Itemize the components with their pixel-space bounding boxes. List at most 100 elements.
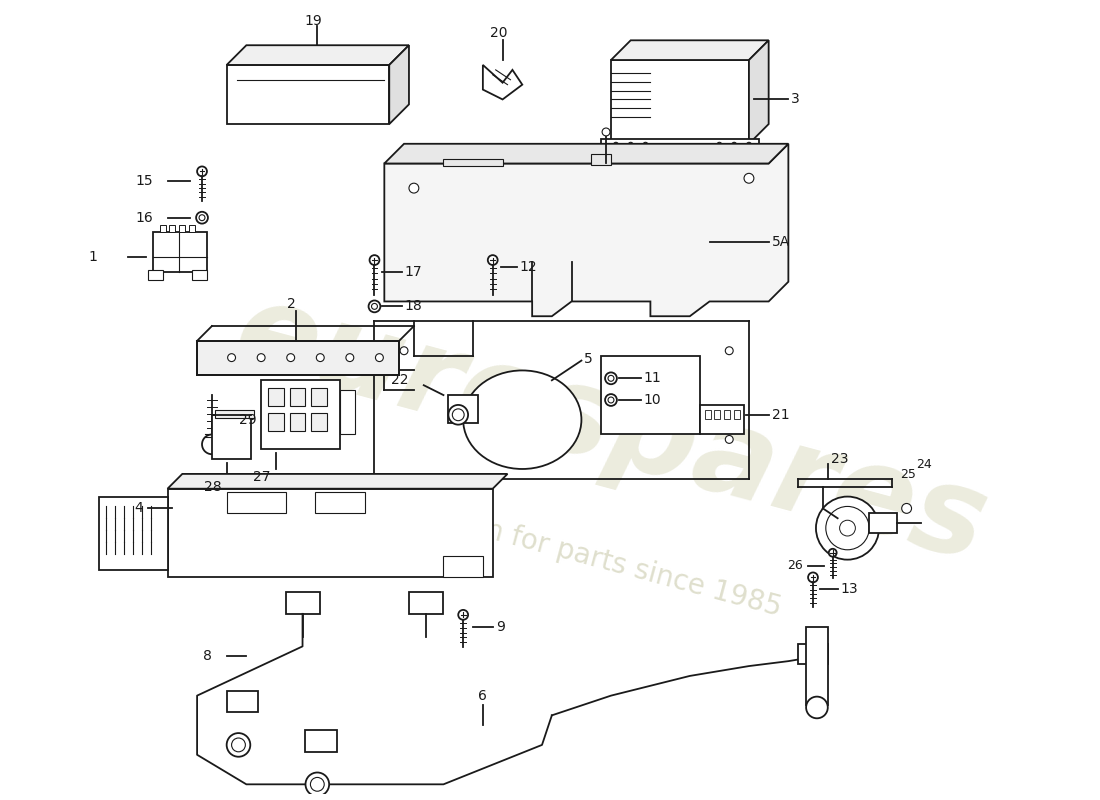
Bar bbox=[160, 225, 166, 233]
Circle shape bbox=[372, 303, 377, 310]
Bar bbox=[311, 413, 327, 430]
Bar bbox=[286, 592, 320, 614]
Polygon shape bbox=[384, 144, 789, 163]
Bar bbox=[610, 60, 749, 144]
Circle shape bbox=[202, 434, 222, 454]
Text: eurospares: eurospares bbox=[222, 273, 999, 586]
Bar bbox=[197, 341, 399, 375]
Text: 19: 19 bbox=[305, 14, 322, 28]
Polygon shape bbox=[483, 65, 522, 99]
Circle shape bbox=[287, 354, 295, 362]
Circle shape bbox=[487, 255, 497, 265]
Polygon shape bbox=[167, 474, 507, 489]
Bar bbox=[601, 139, 759, 150]
Text: 13: 13 bbox=[840, 582, 858, 596]
Bar bbox=[189, 225, 195, 233]
Bar bbox=[99, 497, 167, 570]
Text: 27: 27 bbox=[253, 470, 271, 484]
Circle shape bbox=[452, 409, 464, 421]
Bar bbox=[167, 489, 493, 578]
Polygon shape bbox=[389, 46, 409, 124]
Text: 6: 6 bbox=[478, 689, 487, 702]
Circle shape bbox=[197, 166, 207, 176]
Circle shape bbox=[614, 142, 618, 147]
Circle shape bbox=[375, 354, 383, 362]
Text: 8: 8 bbox=[204, 650, 212, 663]
Bar bbox=[227, 65, 389, 124]
Bar bbox=[592, 154, 611, 166]
Text: 24: 24 bbox=[916, 458, 932, 470]
Circle shape bbox=[459, 610, 469, 620]
Circle shape bbox=[725, 435, 734, 443]
Circle shape bbox=[400, 346, 408, 354]
Bar bbox=[316, 492, 364, 514]
Circle shape bbox=[644, 142, 648, 147]
Bar bbox=[443, 556, 483, 578]
Polygon shape bbox=[610, 40, 769, 60]
Text: 9: 9 bbox=[496, 620, 505, 634]
Text: 1: 1 bbox=[89, 250, 98, 264]
Circle shape bbox=[744, 174, 754, 183]
Bar bbox=[311, 388, 327, 406]
Bar bbox=[289, 413, 306, 430]
Bar bbox=[268, 388, 284, 406]
Circle shape bbox=[732, 142, 737, 147]
Circle shape bbox=[228, 354, 235, 362]
Circle shape bbox=[257, 354, 265, 362]
Circle shape bbox=[232, 738, 245, 752]
Circle shape bbox=[602, 128, 610, 136]
Polygon shape bbox=[227, 46, 409, 65]
Circle shape bbox=[808, 573, 818, 582]
Polygon shape bbox=[384, 144, 789, 316]
Text: 11: 11 bbox=[644, 371, 661, 386]
Bar bbox=[715, 410, 720, 418]
Bar bbox=[289, 388, 306, 406]
Bar bbox=[212, 414, 251, 459]
Text: 3: 3 bbox=[791, 93, 800, 106]
Bar bbox=[153, 233, 207, 272]
Text: 2: 2 bbox=[287, 298, 296, 311]
Circle shape bbox=[608, 397, 614, 403]
Bar bbox=[806, 626, 828, 706]
Circle shape bbox=[409, 183, 419, 193]
Circle shape bbox=[605, 394, 617, 406]
Circle shape bbox=[806, 697, 828, 718]
Text: 22: 22 bbox=[392, 374, 409, 387]
Circle shape bbox=[717, 142, 722, 147]
Text: 18: 18 bbox=[404, 299, 421, 314]
Circle shape bbox=[839, 520, 856, 536]
Circle shape bbox=[608, 375, 614, 382]
Circle shape bbox=[828, 549, 837, 557]
Bar bbox=[306, 730, 337, 752]
Text: 12: 12 bbox=[519, 260, 537, 274]
Bar bbox=[340, 390, 355, 434]
Bar bbox=[268, 413, 284, 430]
Bar bbox=[169, 225, 175, 233]
Bar bbox=[724, 410, 730, 418]
Text: 16: 16 bbox=[135, 210, 153, 225]
Circle shape bbox=[306, 773, 329, 796]
Bar bbox=[443, 158, 503, 166]
Text: 15: 15 bbox=[135, 174, 153, 188]
Bar bbox=[227, 690, 258, 712]
Bar bbox=[192, 270, 207, 280]
Bar bbox=[261, 380, 340, 450]
Bar bbox=[147, 270, 163, 280]
Bar bbox=[449, 395, 477, 422]
Text: 20: 20 bbox=[490, 26, 507, 41]
Circle shape bbox=[196, 212, 208, 224]
Circle shape bbox=[449, 405, 469, 425]
Circle shape bbox=[199, 214, 205, 221]
Bar bbox=[179, 225, 185, 233]
Text: 23: 23 bbox=[830, 452, 848, 466]
Text: 10: 10 bbox=[644, 393, 661, 407]
Circle shape bbox=[227, 733, 251, 757]
Text: 5A: 5A bbox=[771, 235, 790, 250]
Text: 4: 4 bbox=[134, 502, 143, 515]
Circle shape bbox=[368, 301, 381, 312]
Circle shape bbox=[902, 503, 912, 514]
Text: 17: 17 bbox=[404, 265, 421, 279]
Text: 25: 25 bbox=[900, 468, 915, 482]
Bar bbox=[601, 356, 700, 434]
Circle shape bbox=[826, 506, 869, 550]
